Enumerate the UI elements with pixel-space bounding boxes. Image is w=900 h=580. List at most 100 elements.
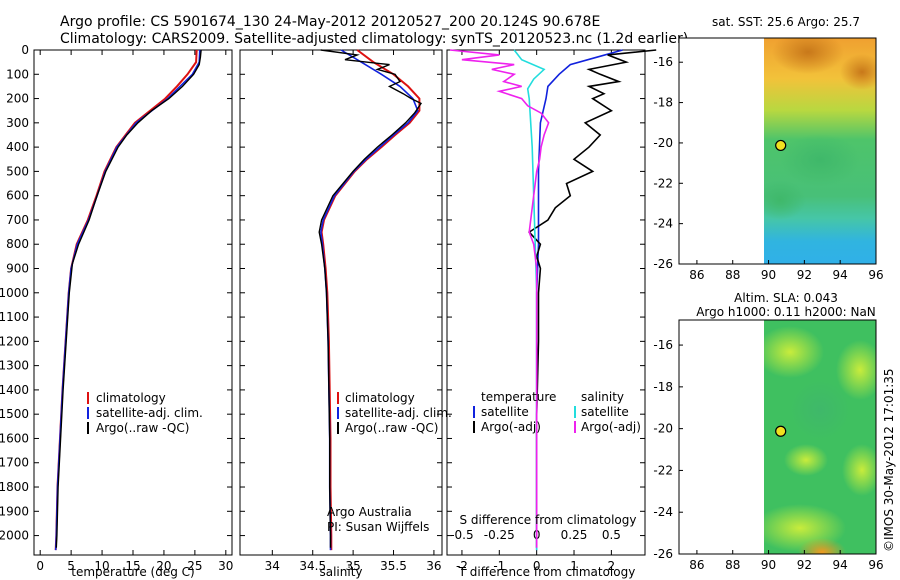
salinity-xlabel: salinity [319, 565, 362, 579]
x-tick-label: 86 [689, 268, 704, 282]
y-tick-label: 1200 [0, 334, 29, 348]
imos-timestamp-label: ©IMOS 30-May-2012 17:01:35 [882, 368, 896, 552]
x-tick-label: 88 [725, 558, 740, 572]
x-tick-label: 96 [868, 558, 883, 572]
figure-title-line2: Climatology: CARS2009. Satellite-adjuste… [60, 31, 688, 47]
series-line-salinity-argo-adj- [449, 49, 550, 548]
s-tick-label: 0.5 [602, 528, 621, 542]
y-tick-label: 1600 [0, 431, 29, 445]
legend-label-argo: Argo(..raw -QC) [96, 421, 189, 435]
x-tick-label: 35.5 [380, 559, 407, 573]
x-tick-label: 86 [689, 558, 704, 572]
y-tick-label: -22 [653, 176, 673, 190]
sla-light-patch [836, 340, 876, 400]
legend-label-climatology: climatology [96, 391, 166, 405]
series-line-climatology [54, 49, 198, 551]
x-tick-label: 0 [533, 559, 541, 573]
x-tick-label: 34.5 [299, 559, 326, 573]
s-tick-label: -0.25 [484, 528, 515, 542]
sst-argo-location-marker [775, 139, 787, 152]
sst-heatmap [764, 38, 876, 264]
y-tick-label: -24 [653, 217, 673, 231]
pi-label: PI: Susan Wijffels [327, 520, 429, 534]
argo-australia-label: Argo Australia [327, 505, 412, 519]
legend-label-climatology: climatology [345, 391, 415, 405]
temperature-axes: 0 5 10 15 20 25 300100200300400500600700800900… [0, 43, 233, 573]
salinity-panel-frame [239, 49, 443, 556]
y-tick-label: -22 [653, 463, 673, 477]
x-tick-label: 92 [797, 268, 812, 282]
difference-legend-salinity: salinity satellite Argo(-adj) [574, 390, 641, 434]
x-tick-label: 96 [868, 268, 883, 282]
x-tick-label: 34 [265, 559, 280, 573]
x-tick-label: -1 [493, 559, 505, 573]
x-tick-label: 36 [426, 559, 441, 573]
x-tick-label: 20 [156, 559, 171, 573]
y-tick-label: 200 [6, 92, 29, 106]
y-tick-label: 800 [6, 237, 29, 251]
sst-map-border [678, 37, 877, 265]
x-tick-label: 88 [725, 268, 740, 282]
x-tick-label: 94 [833, 268, 848, 282]
y-tick-label: 100 [6, 67, 29, 81]
x-tick-label: 30 [218, 559, 233, 573]
y-tick-label: 600 [6, 189, 29, 203]
y-tick-label: 1700 [0, 456, 29, 470]
figure-title-line1: Argo profile: CS 5901674_130 24-May-2012… [60, 14, 600, 30]
y-tick-label: 1300 [0, 359, 29, 373]
sla-light-patch [764, 326, 824, 378]
y-tick-label: 700 [6, 213, 29, 227]
y-tick-label: 1900 [0, 504, 29, 518]
y-tick-label: 500 [6, 164, 29, 178]
series-line-argo-raw-qc- [318, 49, 423, 548]
sst-warm-patch [840, 54, 876, 90]
legend-label-sal-argo: Argo(-adj) [581, 420, 641, 434]
legend-label-argo: Argo(..raw -QC) [345, 421, 438, 435]
x-tick-label: 5 [67, 559, 75, 573]
x-tick-label: 25 [187, 559, 202, 573]
x-tick-label: 94 [833, 558, 848, 572]
difference-legend-temperature: temperature satellite Argo(-adj) [473, 390, 556, 434]
series-line-temperature-satellite [535, 49, 623, 551]
y-tick-label: -26 [653, 547, 673, 561]
difference-top-label: S difference from climatology [460, 513, 637, 527]
sst-axes: 86 88 90 92 94 96 -16 -18 -20 -22 -24 -26 [653, 55, 883, 282]
sla-orange-patch [798, 538, 846, 554]
s-tick-label: 0.25 [561, 528, 588, 542]
sla-map-border [678, 319, 877, 555]
y-tick-label: -16 [653, 55, 673, 69]
sla-argo-location-marker [775, 425, 787, 437]
sst-green-patch [780, 134, 860, 186]
y-tick-label: 400 [6, 140, 29, 154]
temperature-xlabel: temperature (deg C) [71, 565, 194, 579]
y-tick-label: -26 [653, 257, 673, 271]
salinity-axes: 34 34.5 35 35.5 36 [240, 49, 442, 573]
sla-map-subtitle: Argo h1000: 0.11 h2000: NaN [696, 305, 876, 319]
sst-map-title: sat. SST: 25.6 Argo: 25.7 [712, 15, 860, 29]
x-tick-label: 15 [125, 559, 140, 573]
legend-title-temperature: temperature [481, 390, 556, 404]
x-tick-label: 2 [608, 559, 616, 573]
sst-green-patch [764, 180, 806, 220]
sla-green-patch [790, 380, 850, 440]
y-tick-label: 0 [21, 43, 29, 57]
y-tick-label: 1100 [0, 310, 29, 324]
x-tick-label: 92 [797, 558, 812, 572]
legend-label-temp-argo: Argo(-adj) [481, 420, 541, 434]
sla-light-patch [784, 444, 828, 476]
s-tick-label: -0.5 [450, 528, 473, 542]
y-tick-label: -18 [653, 380, 673, 394]
y-tick-label: 1500 [0, 407, 29, 421]
series-line-satellite-adj-clim- [54, 49, 201, 551]
y-tick-label: -16 [653, 338, 673, 352]
x-tick-label: 35 [345, 559, 360, 573]
y-tick-label: -18 [653, 96, 673, 110]
difference-panel-frame [446, 49, 646, 556]
y-tick-label: 1400 [0, 383, 29, 397]
legend-label-satellite: satellite-adj. clim. [96, 406, 203, 420]
series-line-argo-raw-qc- [55, 49, 202, 548]
y-tick-label: 300 [6, 116, 29, 130]
x-tick-label: 0 [36, 559, 44, 573]
sla-axes: 86 88 90 92 94 96 -16 -18 -20 -22 -24 -26 [653, 338, 883, 572]
y-tick-label: -24 [653, 505, 673, 519]
